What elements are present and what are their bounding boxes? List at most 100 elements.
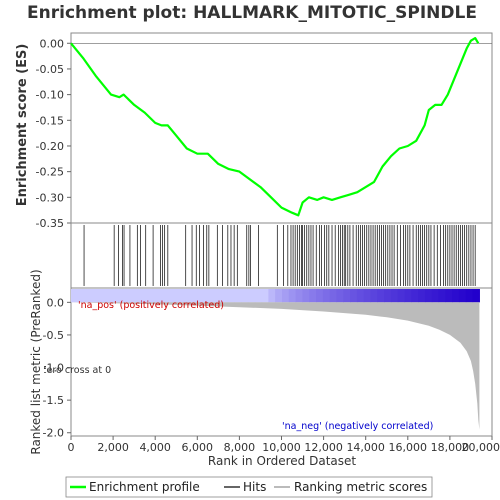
rank-strip-segment — [288, 289, 297, 303]
x-tick-label: 4,000 — [139, 441, 171, 454]
rank-strip-segment — [111, 289, 120, 303]
rank-strip-segment — [281, 289, 290, 303]
rank-strip-segment — [207, 289, 215, 303]
rank-strip-segment — [220, 289, 229, 303]
x-axis: 0 2,000 4,000 6,000 8,000 10,000 12,000 14,000 1… — [68, 436, 500, 454]
es-y-tick-label: -0.10 — [36, 89, 64, 102]
rank-strip-segment — [322, 289, 331, 303]
rank-strip-segment — [91, 289, 99, 303]
rank-strip-segment — [438, 289, 446, 303]
es-y-tick-label: -0.30 — [36, 191, 64, 204]
chart-title: Enrichment plot: HALLMARK_MITOTIC_SPINDL… — [27, 3, 477, 23]
rank-strip-segment — [105, 289, 113, 303]
legend: Enrichment profile Hits Ranking metric s… — [65, 476, 433, 498]
neg-correlated-label: 'na_neg' (negatively correlated) — [282, 421, 433, 432]
es-y-tick-label: -0.20 — [36, 140, 64, 153]
rank-strip-segment — [213, 289, 222, 303]
rank-strip-segment — [458, 289, 467, 303]
rank-strip-segment — [84, 289, 93, 303]
rank-strip-segment — [329, 289, 338, 303]
es-y-tick-label: -0.35 — [36, 217, 64, 230]
rank-strip-segment — [139, 289, 147, 303]
rank-strip-segment — [336, 289, 344, 303]
enrichment-profile-line — [70, 36, 480, 217]
metric-y-tick-label: -0.5 — [43, 329, 64, 342]
x-tick-label: 0 — [68, 441, 75, 454]
metric-y-axis: 0.0 -0.5 -1.0 -1.5 -2.0 — [43, 296, 71, 440]
rank-strip-segment — [343, 289, 351, 303]
rank-strip-segment — [77, 289, 86, 303]
es-panel: 0.00-0.05-0.10-0.15-0.20-0.25-0.30-0.35 … — [15, 32, 493, 230]
legend-enrichment-label: Enrichment profile — [89, 480, 200, 494]
zero-cross-mask — [0, 362, 44, 376]
x-tick-label: 16,000 — [389, 441, 428, 454]
rank-color-strip — [71, 289, 480, 303]
x-tick-label: 14,000 — [346, 441, 385, 454]
pos-correlated-label: 'na_pos' (positively correlated) — [78, 300, 224, 311]
rank-strip-segment — [247, 289, 256, 303]
rank-strip-segment — [302, 289, 310, 303]
legend-hits-label: Hits — [243, 480, 266, 494]
rank-strip-segment — [193, 289, 201, 303]
x-tick-label: 6,000 — [182, 441, 214, 454]
rank-strip-segment — [377, 289, 385, 303]
rank-strip-segment — [275, 289, 283, 303]
rank-strip-segment — [431, 289, 440, 303]
rank-strip-segment — [159, 289, 167, 303]
rank-strip-segment — [268, 289, 276, 303]
legend-metric-label: Ranking metric scores — [294, 480, 427, 494]
rank-strip-segment — [363, 289, 372, 303]
rank-strip-segment — [370, 289, 378, 303]
zero-cross-label: Zero cross at 0 — [40, 365, 111, 376]
hits-panel-frame — [70, 222, 493, 289]
rank-strip-segment — [350, 289, 358, 303]
rank-strip-segment — [71, 289, 79, 303]
rank-strip-segment — [418, 289, 426, 303]
es-axis-title: Enrichment score (ES) — [15, 44, 30, 207]
x-tick-label: 18,000 — [431, 441, 470, 454]
rank-strip-segment — [397, 289, 406, 303]
rank-strip-segment — [472, 289, 480, 303]
rank-strip-segment — [241, 289, 249, 303]
x-tick-label: 10,000 — [262, 441, 301, 454]
rank-strip-segment — [200, 289, 208, 303]
metric-y-tick-label: 0.0 — [47, 296, 65, 309]
x-tick-label: 12,000 — [304, 441, 343, 454]
rank-strip-segment — [261, 289, 269, 303]
rank-strip-segment — [234, 289, 242, 303]
rank-strip-segment — [411, 289, 419, 303]
ranking-metric-area — [71, 302, 480, 430]
rank-strip-segment — [132, 289, 140, 303]
rank-strip-segment — [145, 289, 154, 303]
metric-y-tick-label: -1.0 — [43, 362, 64, 375]
rank-strip-segment — [166, 289, 174, 303]
legend-box — [65, 476, 433, 498]
rank-strip-segment — [390, 289, 399, 303]
x-tick-label: 20,000 — [462, 441, 500, 454]
x-axis-title: Rank in Ordered Dataset — [208, 454, 356, 468]
rank-strip-segment — [465, 289, 474, 303]
rank-strip-segment — [186, 289, 195, 303]
metric-panel: 0.0 -0.5 -1.0 -1.5 -2.0 'na_pos' (positively… — [0, 269, 493, 455]
es-y-tick-label: -0.15 — [36, 114, 64, 127]
hit-lines — [83, 225, 476, 286]
rank-strip-segment — [254, 289, 263, 303]
rank-strip-segment — [98, 289, 106, 303]
rank-strip-segment — [173, 289, 181, 303]
rank-strip-segment — [179, 289, 188, 303]
rank-strip-segment — [445, 289, 453, 303]
x-tick-label: 2,000 — [97, 441, 129, 454]
rank-strip-segment — [309, 289, 317, 303]
rank-strip-segment — [404, 289, 412, 303]
x-tick-label: 8,000 — [224, 441, 256, 454]
rank-strip-segment — [227, 289, 235, 303]
hits-panel — [70, 222, 493, 289]
rank-strip-segment — [152, 289, 161, 303]
es-y-tick-label: 0.00 — [40, 37, 65, 50]
rank-strip-segment — [295, 289, 304, 303]
es-y-tick-label: -0.05 — [36, 63, 64, 76]
es-panel-frame — [70, 32, 493, 224]
metric-axis-title: Ranked list metric (PreRanked) — [29, 269, 43, 454]
rank-strip-segment — [125, 289, 133, 303]
